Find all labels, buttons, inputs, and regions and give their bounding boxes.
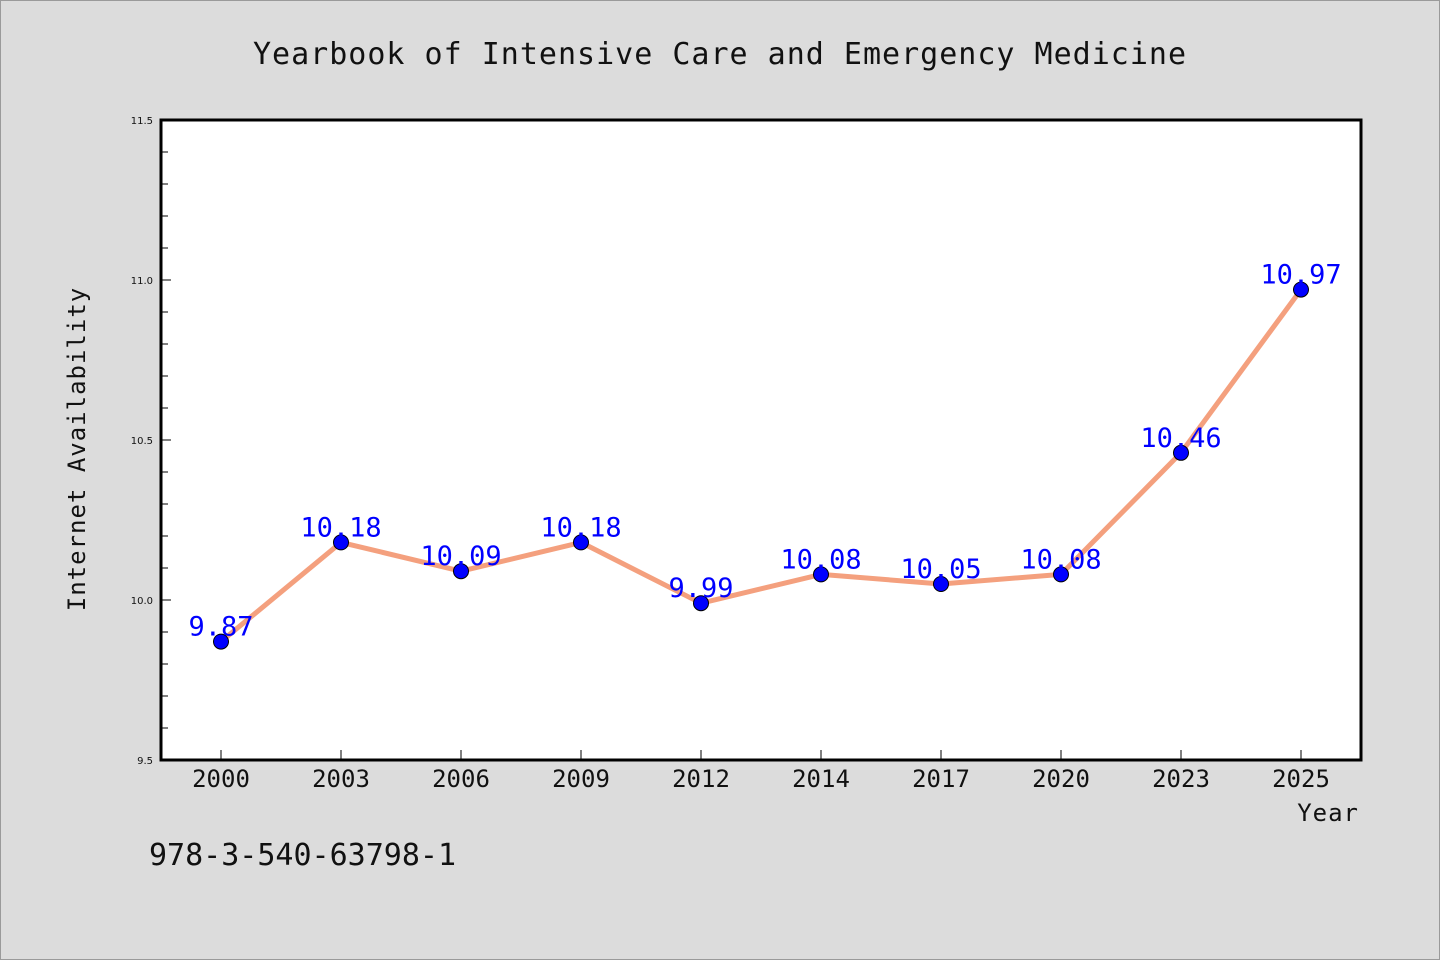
data-point	[813, 566, 829, 583]
data-label: 10.18	[540, 512, 621, 543]
y-axis-label: Internet Availability	[63, 287, 91, 611]
y-axis: 9.5 10.0 10.5 11.0 11.5	[131, 116, 171, 767]
x-tick-label: 2012	[672, 765, 730, 793]
data-markers	[213, 281, 1309, 650]
x-tick-label: 2009	[552, 765, 610, 793]
data-point	[1293, 281, 1309, 298]
data-label: 10.18	[300, 512, 381, 543]
data-label: 10.05	[900, 554, 981, 585]
data-label: 10.46	[1140, 423, 1221, 454]
data-label: 9.99	[668, 573, 733, 604]
series-line	[218, 287, 1304, 645]
y-tick-label: 11.5	[131, 116, 153, 127]
data-point	[573, 534, 589, 551]
data-point	[693, 595, 709, 612]
y-tick-label: 10.0	[131, 596, 153, 607]
y-tick-label: 11.0	[131, 276, 153, 287]
data-point	[1053, 566, 1069, 583]
data-label: 10.09	[420, 541, 501, 572]
data-label: 10.08	[1020, 544, 1101, 575]
plot-area	[159, 118, 1363, 762]
x-tick-label: 2023	[1152, 765, 1210, 793]
data-label: 9.87	[188, 612, 253, 643]
x-tick-label: 2003	[312, 765, 370, 793]
chart-title: Yearbook of Intensive Care and Emergency…	[253, 37, 1187, 72]
data-label: 10.97	[1260, 260, 1341, 291]
x-tick-label: 2020	[1032, 765, 1090, 793]
x-axis-label: Year	[1297, 799, 1359, 827]
data-point	[933, 576, 949, 592]
data-labels: 9.87 10.18 10.09 10.18 9.99 10.08 10.05 10.08 10…	[188, 260, 1341, 643]
data-point	[213, 633, 229, 650]
data-point	[1173, 444, 1189, 461]
isbn-annotation: 978-3-540-63798-1	[149, 838, 456, 873]
series-line-group	[218, 287, 1304, 645]
data-label: 10.08	[780, 544, 861, 575]
x-tick-label: 2000	[192, 765, 250, 793]
x-tick-label: 2006	[432, 765, 490, 793]
data-point	[333, 534, 349, 551]
y-tick-label: 10.5	[131, 436, 153, 447]
x-tick-label: 2017	[912, 765, 970, 793]
x-tick-label: 2025	[1272, 765, 1330, 793]
y-tick-label: 9.5	[137, 756, 153, 767]
x-axis: 2000 2003 2006 2009 2012 2014 2017 2020 2023 2025	[192, 750, 1330, 793]
data-point	[453, 563, 469, 580]
x-tick-label: 2014	[792, 765, 850, 793]
